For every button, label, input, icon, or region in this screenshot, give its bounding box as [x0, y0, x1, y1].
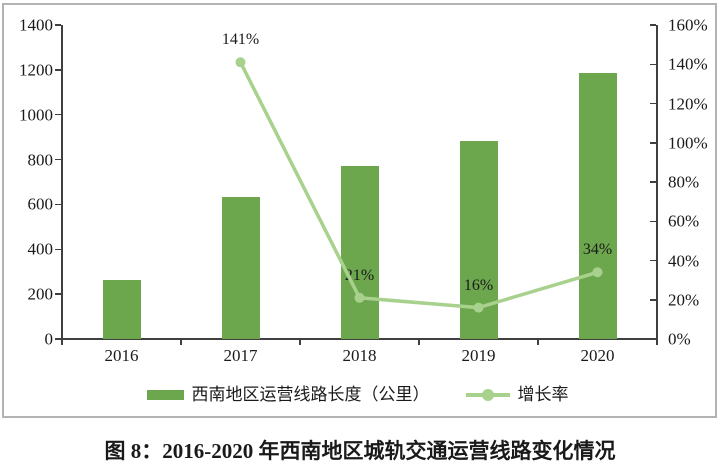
left-axis-label-800: 800	[27, 150, 54, 170]
legend-label-length: 西南地区运营线路长度（公里）	[191, 385, 430, 404]
x-axis-tick	[418, 340, 420, 345]
x-axis-label-2019: 2019	[461, 346, 496, 365]
x-axis-line	[61, 338, 658, 340]
x-axis-tick	[656, 340, 658, 345]
left-axis-tick	[55, 158, 61, 161]
right-axis-label-0: 0%	[668, 329, 691, 349]
x-axis-label-2020: 2020	[580, 346, 615, 365]
left-axis-label-1400: 1400	[19, 15, 53, 35]
right-axis-tick	[650, 299, 656, 301]
left-axis-label-0: 0	[44, 329, 54, 349]
x-axis-tick	[537, 340, 539, 345]
right-axis-line	[656, 25, 658, 339]
left-axis-tick	[55, 24, 61, 26]
left-axis-label-600: 600	[27, 194, 54, 214]
right-axis-label-120: 120%	[668, 94, 708, 113]
growth-label-2020: 34%	[582, 241, 613, 259]
bar-series-swatch-icon	[146, 389, 184, 400]
line-series-swatch-icon	[465, 388, 510, 401]
right-axis-tick	[650, 63, 656, 65]
growth-label-2019: 16%	[463, 276, 494, 294]
left-axis-tick	[55, 248, 61, 251]
x-axis-tick	[299, 340, 301, 345]
left-axis-label-1200: 1200	[19, 60, 53, 80]
legend: 西南地区运营线路长度（公里） 增长率	[0, 386, 715, 403]
right-axis-tick	[650, 24, 656, 26]
left-axis-tick	[55, 69, 61, 71]
x-axis-label-2018: 2018	[342, 346, 377, 365]
right-axis-label-140: 140%	[668, 54, 708, 74]
bar-2020	[578, 73, 617, 339]
x-axis-label-2017: 2017	[223, 346, 258, 365]
left-axis-tick	[55, 113, 61, 116]
right-axis-label-100: 100%	[668, 133, 708, 153]
growth-label-2017: 141%	[221, 31, 260, 49]
left-axis-label-200: 200	[27, 284, 54, 304]
bar-2017	[221, 196, 260, 339]
right-axis-tick	[650, 142, 656, 144]
left-axis-label-1000: 1000	[19, 105, 53, 125]
left-axis-tick	[55, 338, 61, 340]
figure-caption: 图 8：2016-2020 年西南地区城轨交通运营线路变化情况	[104, 439, 616, 463]
right-axis-label-80: 80%	[668, 172, 700, 192]
right-axis-label-20: 20%	[668, 290, 700, 310]
bar-2018	[340, 166, 379, 339]
x-axis-tick	[61, 340, 63, 345]
right-axis-tick	[650, 102, 656, 105]
left-axis-tick	[55, 293, 61, 295]
x-axis-label-2016: 2016	[104, 346, 139, 365]
left-axis-tick	[55, 203, 61, 206]
right-axis-label-40: 40%	[668, 251, 700, 270]
left-axis-label-400: 400	[27, 239, 54, 259]
right-axis-label-60: 60%	[668, 211, 700, 231]
left-axis-line	[61, 25, 63, 339]
x-axis-tick	[180, 340, 182, 345]
legend-label-growth: 增长率	[517, 385, 569, 404]
right-axis-tick	[650, 220, 656, 222]
bar-2019	[459, 140, 498, 339]
right-axis-tick	[650, 181, 656, 183]
right-axis-tick	[650, 259, 656, 262]
growth-label-2018: 21%	[344, 266, 375, 284]
right-axis-tick	[650, 338, 656, 340]
legend-item-length: 西南地区运营线路长度（公里）	[146, 385, 430, 404]
bar-2016	[102, 279, 141, 339]
legend-item-growth: 增长率	[465, 385, 569, 404]
right-axis-label-160: 160%	[668, 15, 708, 35]
